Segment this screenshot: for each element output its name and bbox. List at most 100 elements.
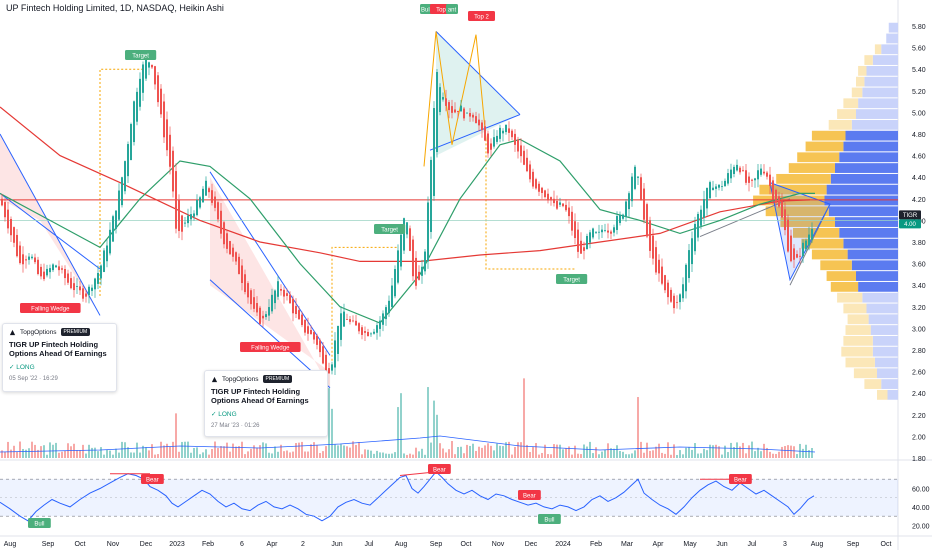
price-axis[interactable]: 5.805.605.405.205.004.804.604.404.204.00… [912,24,930,530]
volume-bar [124,442,126,458]
candle-body [190,214,192,220]
candle-body [160,88,162,115]
volume-bar [61,451,63,458]
volume-bar [256,447,258,458]
candle-body [355,320,357,326]
candle-body [43,271,45,280]
candle-body [544,190,546,198]
idea-title[interactable]: TIGR UP Fintech Holding Options Ahead Of… [9,340,107,358]
volume-bar [793,446,795,458]
candle-body [472,114,474,118]
candle-body [181,215,183,232]
volume-bar [487,443,489,458]
time-tick-label: Nov [107,541,120,548]
volume-bar [754,451,756,458]
candle-body [304,319,306,333]
candle-body [733,166,735,174]
target-label-text: Target [132,53,149,59]
volume-bar [352,441,354,458]
volume-bar [64,450,66,458]
wedge-line [209,171,331,356]
candle-body [808,234,810,245]
volume-bar [235,446,237,458]
candle-body [715,186,717,189]
target-label-box [125,50,157,60]
volume-bar [655,446,657,458]
candle-body [409,228,411,251]
candle-body [136,91,138,122]
volume-profile-up-bar [839,152,898,163]
volume-profile-up-bar [868,314,898,325]
idea-card-1[interactable]: TopgOptions PREMIUM TIGR UP Fintech Hold… [2,323,117,392]
volume-bar [646,442,648,458]
time-axis[interactable]: Aug Sep Oct Nov Dec 2023 Feb 6 Apr 2 Jun Jul Aug Sep O… [4,541,892,548]
candle-body [334,340,336,368]
price-tick-label: 1.80 [912,456,926,463]
volume-bar [586,446,588,458]
volume-profile-down-bar [864,55,873,65]
candle-body [16,234,18,257]
candle-body [712,187,714,191]
volume-bar [739,446,741,458]
candle-body [250,290,252,305]
volume-bar [397,407,399,458]
candle-body [319,340,321,353]
volume-bar [127,447,129,458]
volume-profile-down-bar [843,98,859,109]
candle-body [187,215,189,224]
volume-bar [577,453,579,458]
top-pattern-line [429,114,521,151]
candle-body [202,188,204,203]
candle-body [697,213,699,238]
volume-bar [385,453,387,458]
idea-card-2[interactable]: TopgOptions PREMIUM TIGR UP Fintech Hold… [204,370,328,437]
volume-bar [340,444,342,458]
volume-bar [430,442,432,458]
candle-body [610,231,612,234]
volume-bar [232,443,234,458]
candle-body [667,282,669,298]
volume-profile-up-bar [874,357,898,368]
volume-bar [208,454,210,458]
volume-bar [637,397,639,458]
candle-body [76,286,78,287]
volume-bar [571,454,573,458]
volume-bar [310,444,312,458]
time-tick-label: 2023 [169,541,185,548]
price-tick-label: 2.20 [912,413,926,420]
price-tick-label: 3.80 [912,240,926,247]
candle-body [385,307,387,320]
volume-bar [151,444,153,458]
candle-body [691,238,693,265]
candle-body [358,323,360,332]
candle-body [232,247,234,257]
volume-bar [673,444,675,458]
candle-body [586,236,588,250]
volume-bar [289,452,291,458]
bear-label-box [729,474,752,484]
volume-bar [82,444,84,458]
candle-body [721,186,723,188]
volume-profile-up-bar [886,33,898,44]
volume-bar [787,445,789,458]
candle-body [322,346,324,364]
volume-profile-up-bar [881,379,898,389]
candle-body [490,143,492,150]
volume-bar [295,443,297,458]
volume-bar [211,449,213,458]
volume-bar [382,452,384,458]
candle-body [430,159,432,232]
ant-label-box [446,4,458,14]
candle-body [37,259,39,274]
target-projection [99,68,146,296]
idea-title[interactable]: TIGR UP Fintech Holding Options Ahead Of… [211,387,309,405]
candle-body [220,210,222,234]
volume-bar [709,444,711,458]
volume-profile-down-bar [830,281,859,292]
top-pattern-fill [436,31,520,156]
candle-body [796,254,798,258]
volume-bar [133,452,135,458]
candle-body [652,235,654,259]
